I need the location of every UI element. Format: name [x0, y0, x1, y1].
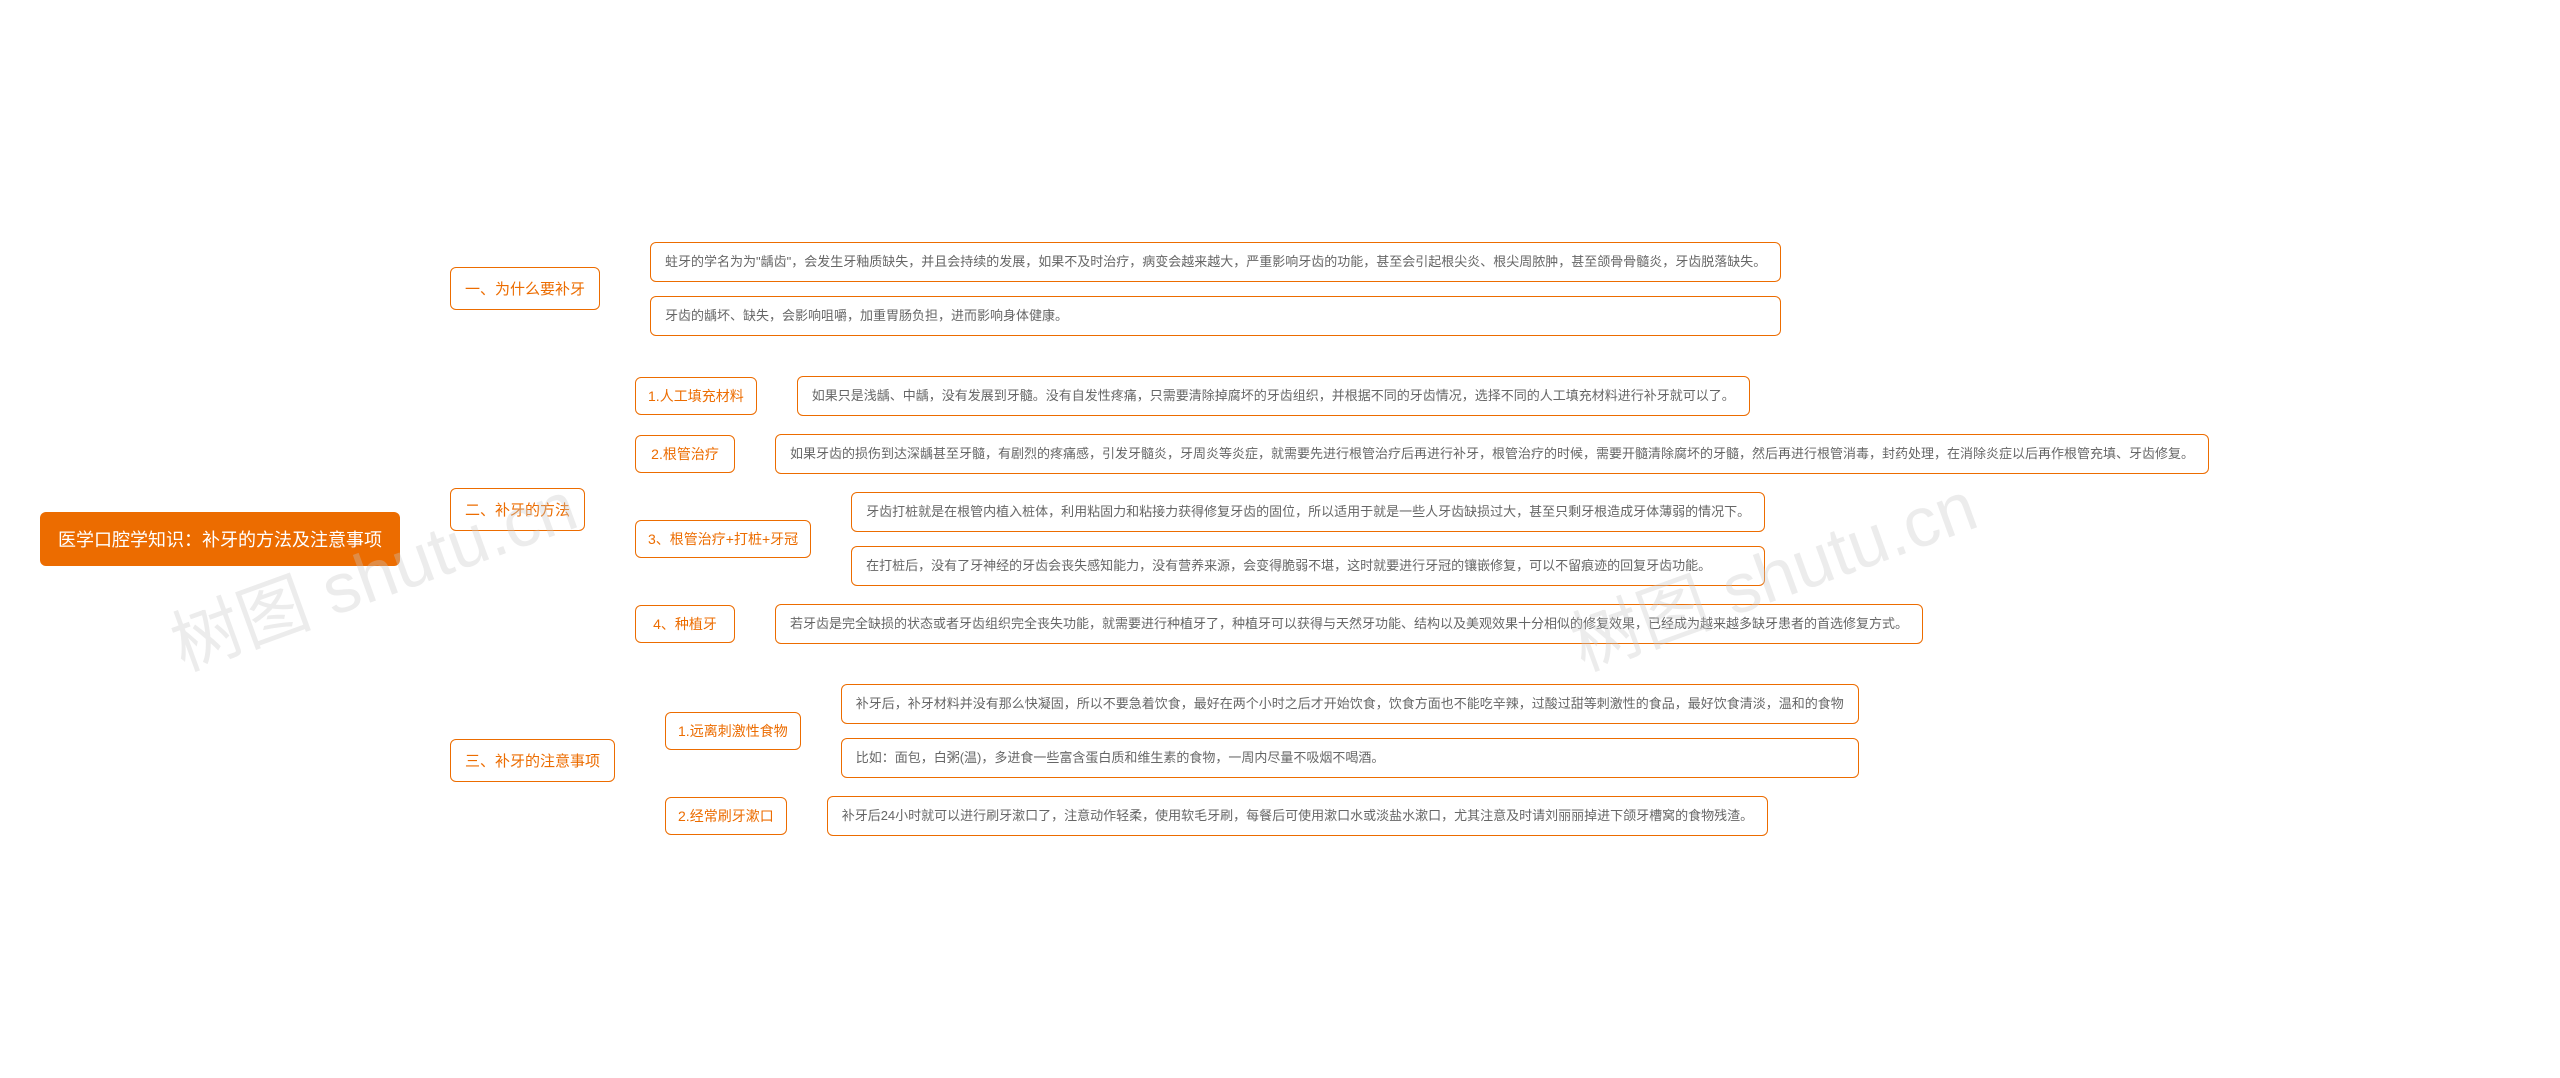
- sub-branch-label: 1.人工填充材料: [635, 377, 757, 415]
- mindmap-container: 医学口腔学知识：补牙的方法及注意事项 一、为什么要补牙 蛀牙的学名为为"龋齿"，…: [40, 20, 2520, 1058]
- leaf-column: 补牙后，补牙材料并没有那么快凝固，所以不要急着饮食，最好在两个小时之后才开始饮食…: [841, 684, 1859, 778]
- sub-branch: 4、种植牙 若牙齿是完全缺损的状态或者牙齿组织完全丧失功能，就需要进行种植牙了，…: [635, 604, 2209, 644]
- sub-branch-label: 4、种植牙: [635, 605, 735, 643]
- branch-2: 二、补牙的方法 1.人工填充材料 如果只是浅龋、中龋，没有发展到牙髓。没有自发性…: [450, 376, 2209, 644]
- leaf-node: 补牙后24小时就可以进行刷牙漱口了，注意动作轻柔，使用软毛牙刷，每餐后可使用漱口…: [827, 796, 1768, 836]
- leaf-column: 补牙后24小时就可以进行刷牙漱口了，注意动作轻柔，使用软毛牙刷，每餐后可使用漱口…: [827, 796, 1768, 836]
- level2-column: 1.人工填充材料 如果只是浅龋、中龋，没有发展到牙髓。没有自发性疼痛，只需要清除…: [635, 376, 2209, 644]
- branch-1: 一、为什么要补牙 蛀牙的学名为为"龋齿"，会发生牙釉质缺失，并且会持续的发展，如…: [450, 242, 2209, 336]
- level2-column: 1.远离刺激性食物 补牙后，补牙材料并没有那么快凝固，所以不要急着饮食，最好在两…: [665, 684, 1859, 836]
- sub-branch: 3、根管治疗+打桩+牙冠 牙齿打桩就是在根管内植入桩体，利用粘固力和粘接力获得修…: [635, 492, 2209, 586]
- leaf-node: 如果牙齿的损伤到达深龋甚至牙髓，有剧烈的疼痛感，引发牙髓炎，牙周炎等炎症，就需要…: [775, 434, 2209, 474]
- sub-branch: 2.根管治疗 如果牙齿的损伤到达深龋甚至牙髓，有剧烈的疼痛感，引发牙髓炎，牙周炎…: [635, 434, 2209, 474]
- branch-3: 三、补牙的注意事项 1.远离刺激性食物 补牙后，补牙材料并没有那么快凝固，所以不…: [450, 684, 2209, 836]
- branch-label: 三、补牙的注意事项: [450, 739, 615, 782]
- sub-branch-label: 3、根管治疗+打桩+牙冠: [635, 520, 811, 558]
- leaf-node: 蛀牙的学名为为"龋齿"，会发生牙釉质缺失，并且会持续的发展，如果不及时治疗，病变…: [650, 242, 1781, 282]
- leaf-node: 牙齿的龋坏、缺失，会影响咀嚼，加重胃肠负担，进而影响身体健康。: [650, 296, 1781, 336]
- branch-label: 二、补牙的方法: [450, 488, 585, 531]
- sub-branch: 2.经常刷牙漱口 补牙后24小时就可以进行刷牙漱口了，注意动作轻柔，使用软毛牙刷…: [665, 796, 1859, 836]
- leaf-node: 在打桩后，没有了牙神经的牙齿会丧失感知能力，没有营养来源，会变得脆弱不堪，这时就…: [851, 546, 1765, 586]
- leaf-column: 蛀牙的学名为为"龋齿"，会发生牙釉质缺失，并且会持续的发展，如果不及时治疗，病变…: [650, 242, 1781, 336]
- root-node: 医学口腔学知识：补牙的方法及注意事项: [40, 512, 400, 566]
- leaf-node: 如果只是浅龋、中龋，没有发展到牙髓。没有自发性疼痛，只需要清除掉腐坏的牙齿组织，…: [797, 376, 1750, 416]
- sub-branch: 1.人工填充材料 如果只是浅龋、中龋，没有发展到牙髓。没有自发性疼痛，只需要清除…: [635, 376, 2209, 416]
- sub-branch-label: 1.远离刺激性食物: [665, 712, 801, 750]
- leaf-node: 补牙后，补牙材料并没有那么快凝固，所以不要急着饮食，最好在两个小时之后才开始饮食…: [841, 684, 1859, 724]
- leaf-node: 若牙齿是完全缺损的状态或者牙齿组织完全丧失功能，就需要进行种植牙了，种植牙可以获…: [775, 604, 1923, 644]
- level1-column: 一、为什么要补牙 蛀牙的学名为为"龋齿"，会发生牙釉质缺失，并且会持续的发展，如…: [450, 242, 2209, 837]
- leaf-node: 牙齿打桩就是在根管内植入桩体，利用粘固力和粘接力获得修复牙齿的固位，所以适用于就…: [851, 492, 1765, 532]
- leaf-column: 如果只是浅龋、中龋，没有发展到牙髓。没有自发性疼痛，只需要清除掉腐坏的牙齿组织，…: [797, 376, 1750, 416]
- leaf-column: 若牙齿是完全缺损的状态或者牙齿组织完全丧失功能，就需要进行种植牙了，种植牙可以获…: [775, 604, 1923, 644]
- sub-branch: 1.远离刺激性食物 补牙后，补牙材料并没有那么快凝固，所以不要急着饮食，最好在两…: [665, 684, 1859, 778]
- branch-label: 一、为什么要补牙: [450, 267, 600, 310]
- leaf-column: 牙齿打桩就是在根管内植入桩体，利用粘固力和粘接力获得修复牙齿的固位，所以适用于就…: [851, 492, 1765, 586]
- sub-branch-label: 2.经常刷牙漱口: [665, 797, 787, 835]
- leaf-node: 比如：面包，白粥(温)，多进食一些富含蛋白质和维生素的食物，一周内尽量不吸烟不喝…: [841, 738, 1859, 778]
- leaf-column: 如果牙齿的损伤到达深龋甚至牙髓，有剧烈的疼痛感，引发牙髓炎，牙周炎等炎症，就需要…: [775, 434, 2209, 474]
- sub-branch-label: 2.根管治疗: [635, 435, 735, 473]
